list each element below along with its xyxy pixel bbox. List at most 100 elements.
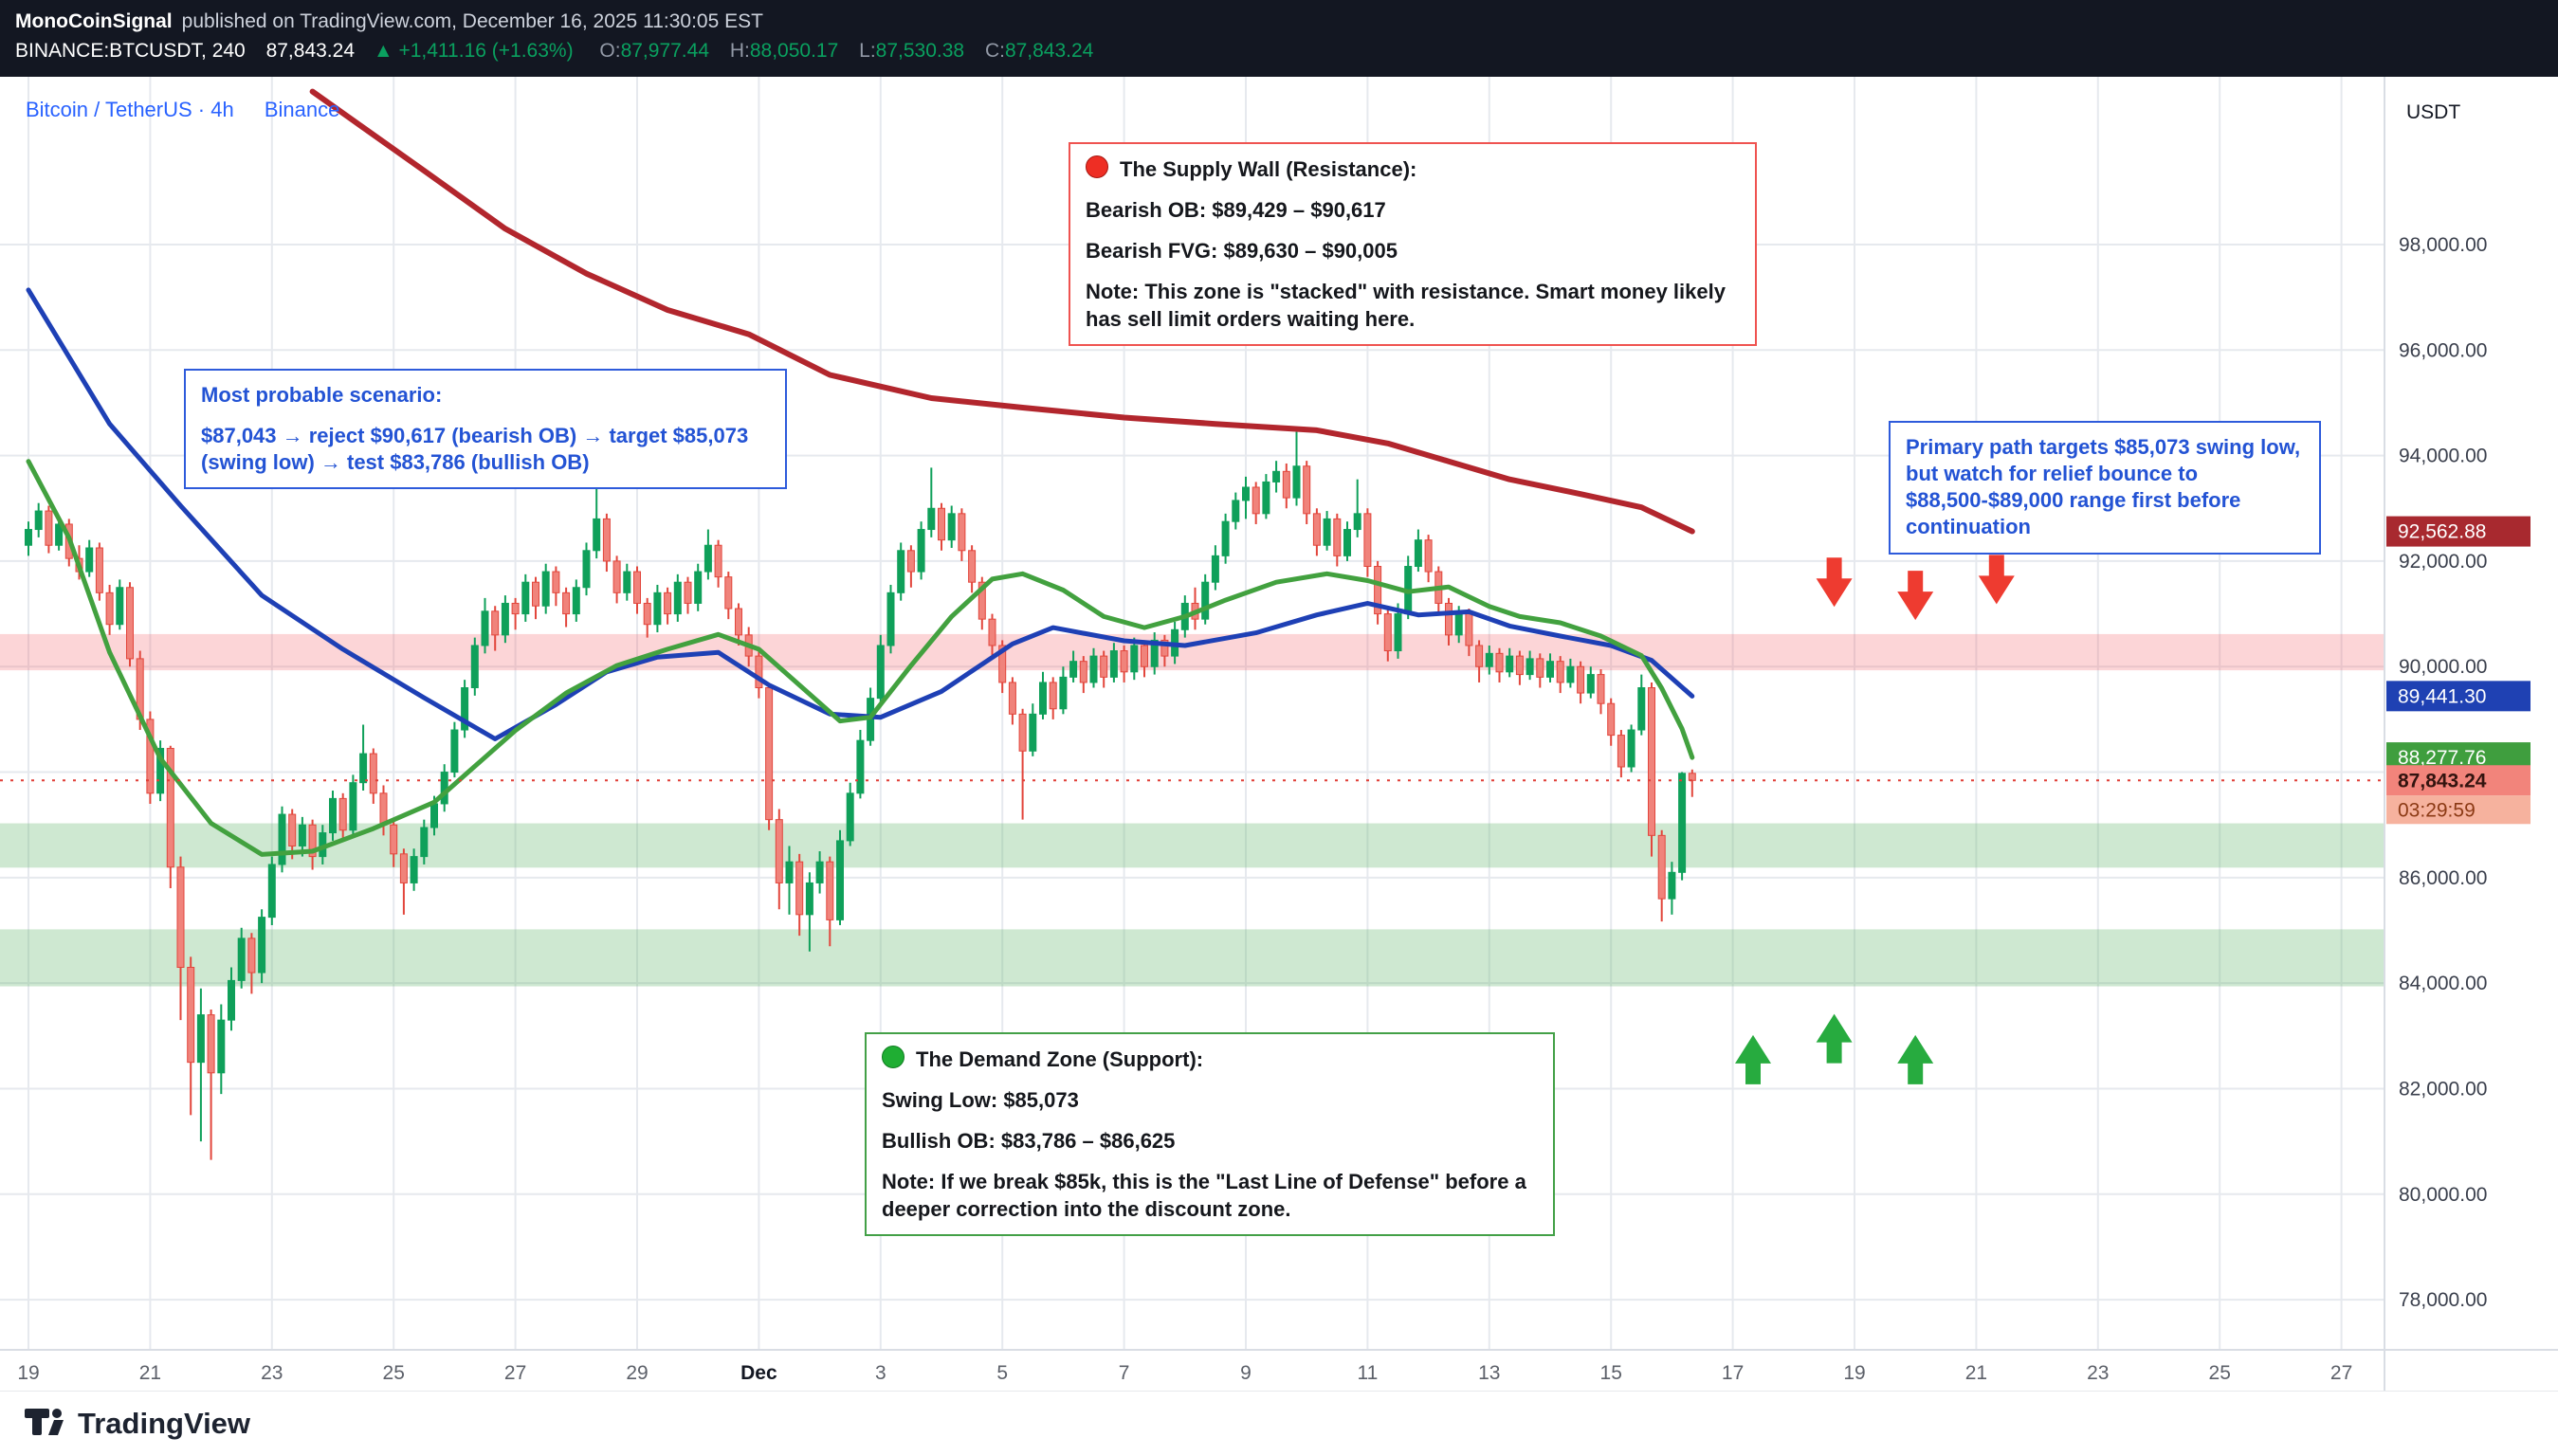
price-tick-label[interactable]: 96,000.00 bbox=[2399, 339, 2487, 361]
candle-down bbox=[1617, 735, 1625, 768]
price-tick-label[interactable]: 84,000.00 bbox=[2399, 973, 2487, 994]
candle-up bbox=[1414, 539, 1422, 567]
candle-up bbox=[481, 610, 489, 646]
close-label: C: bbox=[984, 40, 1005, 62]
red-down-arrow-icon[interactable] bbox=[1978, 555, 2015, 605]
candle-up bbox=[653, 592, 662, 626]
candle-up bbox=[1130, 645, 1139, 673]
candle-up bbox=[440, 772, 448, 805]
candle-down bbox=[978, 581, 986, 620]
candle-up bbox=[703, 544, 712, 573]
medium-ma-blue[interactable] bbox=[26, 287, 1695, 741]
candle-down bbox=[399, 853, 408, 883]
time-tick-label[interactable]: 29 bbox=[626, 1362, 648, 1384]
candle-down bbox=[45, 510, 53, 546]
candle-down bbox=[552, 571, 560, 593]
bearish-fvg-line: Bearish FVG: $89,630 – $90,005 bbox=[1086, 239, 1398, 264]
chart-canvas[interactable]: 98,000.00 96,000.00 94,000.00 92,000.00 90,0… bbox=[0, 77, 2558, 1391]
time-tick-label[interactable]: 25 bbox=[2209, 1362, 2231, 1384]
ma-price-tag bbox=[2386, 681, 2531, 712]
candle-up bbox=[156, 748, 165, 794]
time-tick-label[interactable]: 17 bbox=[1722, 1362, 1744, 1384]
candle-up bbox=[1039, 682, 1047, 715]
price-tick-label[interactable]: 78,000.00 bbox=[2399, 1289, 2487, 1311]
green-up-arrow-icon[interactable] bbox=[1735, 1034, 1771, 1084]
candle-down bbox=[562, 592, 571, 615]
chart-symbol-title[interactable]: Bitcoin / TetherUS · 4h Binance bbox=[26, 98, 339, 122]
time-tick-label[interactable]: 19 bbox=[1843, 1362, 1865, 1384]
demand-zone-lower[interactable] bbox=[0, 929, 2384, 987]
relief-bounce-annotation[interactable]: Primary path targets $85,073 swing low, … bbox=[1889, 421, 2321, 555]
symbol-text[interactable]: BINANCE:BTCUSDT, 240 bbox=[15, 40, 246, 62]
candle-up bbox=[521, 581, 530, 615]
price-tick-label[interactable]: 82,000.00 bbox=[2399, 1078, 2487, 1100]
time-tick-label[interactable]: 27 bbox=[504, 1362, 526, 1384]
slow-ma-red[interactable] bbox=[309, 88, 1695, 535]
candle-down bbox=[187, 966, 195, 1064]
time-tick-label[interactable]: 11 bbox=[1357, 1362, 1378, 1384]
candle-up bbox=[410, 856, 418, 883]
time-tick-label[interactable]: 7 bbox=[1119, 1362, 1130, 1384]
bullish-ob-line: Bullish OB: $83,786 – $86,625 bbox=[882, 1129, 1176, 1154]
candle-down bbox=[765, 687, 774, 821]
candle-down bbox=[105, 592, 114, 626]
candle-up bbox=[1526, 658, 1534, 676]
demand-zone-annotation[interactable]: The Demand Zone (Support): Swing Low: $8… bbox=[865, 1032, 1555, 1236]
time-tick-label[interactable]: Dec bbox=[740, 1362, 777, 1384]
supply-note: Note: This zone is "stacked" with resist… bbox=[1086, 280, 1726, 331]
supply-wall-annotation[interactable]: The Supply Wall (Resistance): Bearish OB… bbox=[1069, 142, 1757, 346]
candle-up bbox=[25, 529, 32, 546]
symbol-description[interactable]: Bitcoin / TetherUS · 4h bbox=[26, 98, 234, 121]
green-up-arrow-icon[interactable] bbox=[1816, 1013, 1853, 1064]
candle-down bbox=[1049, 682, 1057, 710]
exchange-name[interactable]: Binance bbox=[264, 98, 340, 121]
candle-down bbox=[1688, 773, 1696, 781]
time-tick-label[interactable]: 21 bbox=[1965, 1362, 1987, 1384]
axis-currency-label[interactable]: USDT bbox=[2406, 101, 2461, 123]
price-tick-label[interactable]: 86,000.00 bbox=[2399, 867, 2487, 889]
time-tick-label[interactable]: 15 bbox=[1600, 1362, 1622, 1384]
supply-zone[interactable] bbox=[0, 633, 2384, 671]
fast-ma-green[interactable] bbox=[26, 459, 1695, 857]
price-tick-label[interactable]: 92,000.00 bbox=[2399, 551, 2487, 573]
time-tick-label[interactable]: 9 bbox=[1240, 1362, 1252, 1384]
tradingview-wordmark[interactable]: TradingView bbox=[78, 1407, 251, 1440]
publish-info: published on TradingView.com, December 1… bbox=[181, 10, 763, 32]
time-tick-label[interactable]: 25 bbox=[383, 1362, 405, 1384]
price-tick-label[interactable]: 98,000.00 bbox=[2399, 234, 2487, 256]
red-down-arrow-icon[interactable] bbox=[1897, 571, 1934, 621]
time-tick-label[interactable]: 5 bbox=[996, 1362, 1008, 1384]
candle-up bbox=[1454, 613, 1463, 636]
time-tick-label[interactable]: 3 bbox=[875, 1362, 886, 1384]
red-down-arrow-icon[interactable] bbox=[1816, 557, 1853, 608]
time-tick-label[interactable]: 23 bbox=[2087, 1362, 2109, 1384]
candle-up bbox=[1637, 687, 1646, 731]
price-tick-label[interactable]: 80,000.00 bbox=[2399, 1184, 2487, 1206]
candle-down bbox=[1607, 702, 1616, 737]
candle-up bbox=[856, 739, 865, 794]
bearish-ob-line: Bearish OB: $89,429 – $90,617 bbox=[1086, 198, 1386, 223]
candle-down bbox=[1445, 602, 1453, 636]
price-tick-label[interactable]: 94,000.00 bbox=[2399, 446, 2487, 467]
time-tick-label[interactable]: 27 bbox=[2330, 1362, 2352, 1384]
candle-down bbox=[207, 1014, 215, 1074]
green-up-arrow-icon[interactable] bbox=[1897, 1034, 1934, 1084]
candle-down bbox=[1079, 661, 1087, 683]
candle-up bbox=[228, 979, 235, 1021]
symbol-stats-line: BINANCE:BTCUSDT, 240 87,843.24 ▲ +1,411.… bbox=[15, 40, 2558, 63]
price-tick-label[interactable]: 90,000.00 bbox=[2399, 656, 2487, 678]
time-tick-label[interactable]: 13 bbox=[1478, 1362, 1500, 1384]
relief-bounce-body: Primary path targets $85,073 swing low, … bbox=[1906, 435, 2301, 539]
candle-down bbox=[664, 592, 672, 615]
ma-price-tag-value: 92,562.88 bbox=[2398, 521, 2486, 543]
tradingview-logo-icon[interactable] bbox=[23, 1400, 66, 1448]
candle-up bbox=[349, 782, 357, 831]
candle-down bbox=[1333, 518, 1342, 556]
candle-up bbox=[1506, 655, 1514, 673]
candle-up bbox=[420, 827, 429, 858]
time-tick-label[interactable]: 21 bbox=[139, 1362, 161, 1384]
time-tick-label[interactable]: 19 bbox=[17, 1362, 39, 1384]
time-tick-label[interactable]: 23 bbox=[261, 1362, 283, 1384]
scenario-annotation[interactable]: Most probable scenario: $87,043 → reject… bbox=[184, 369, 787, 490]
demand-zone-upper[interactable] bbox=[0, 823, 2384, 868]
